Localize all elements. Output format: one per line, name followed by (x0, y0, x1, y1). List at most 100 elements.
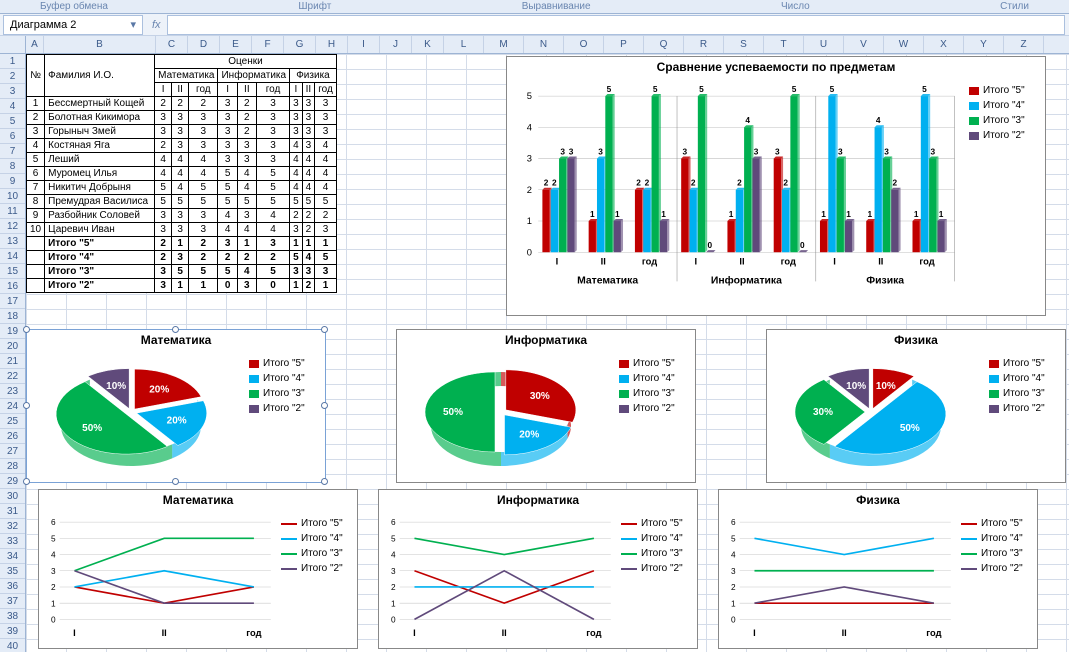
grade-cell[interactable]: 4 (218, 223, 237, 237)
grade-cell[interactable]: 3 (172, 223, 189, 237)
row-header[interactable]: 36 (0, 579, 25, 594)
selection-handle[interactable] (321, 326, 328, 333)
total-value-cell[interactable]: 3 (315, 265, 337, 279)
grade-cell[interactable]: 3 (302, 139, 315, 153)
grade-cell[interactable]: 4 (290, 167, 303, 181)
grade-cell[interactable]: 1 (27, 97, 45, 111)
selection-handle[interactable] (321, 478, 328, 485)
total-value-cell[interactable]: 0 (218, 279, 237, 293)
column-header[interactable]: H (316, 36, 348, 53)
grade-cell[interactable]: 3 (237, 139, 256, 153)
total-value-cell[interactable]: 1 (237, 237, 256, 251)
row-header[interactable]: 30 (0, 489, 25, 504)
grade-cell[interactable]: 3 (290, 223, 303, 237)
total-value-cell[interactable]: 1 (172, 279, 189, 293)
row-header[interactable]: 7 (0, 144, 25, 159)
grade-cell[interactable]: 2 (155, 97, 172, 111)
grade-cell[interactable]: 2 (302, 209, 315, 223)
column-header[interactable]: I (348, 36, 380, 53)
column-header[interactable]: N (524, 36, 564, 53)
grade-cell[interactable]: 3 (155, 209, 172, 223)
row-header[interactable]: 24 (0, 399, 25, 414)
row-header[interactable]: 34 (0, 549, 25, 564)
grade-cell[interactable]: 2 (155, 139, 172, 153)
total-label-cell[interactable]: Итого "2" (45, 279, 155, 293)
student-name-cell[interactable]: Никитич Добрыня (45, 181, 155, 195)
column-header[interactable]: D (188, 36, 220, 53)
grade-cell[interactable]: 7 (27, 181, 45, 195)
row-header[interactable]: 8 (0, 159, 25, 174)
grade-cell[interactable]: 3 (218, 125, 237, 139)
line-chart-physics[interactable]: Физика 0123456IIIгодИтого "5"Итого "4"Ит… (718, 489, 1038, 649)
row-header[interactable]: 18 (0, 309, 25, 324)
grade-cell[interactable]: 4 (302, 153, 315, 167)
row-header[interactable]: 5 (0, 114, 25, 129)
column-header[interactable]: X (924, 36, 964, 53)
grade-cell[interactable]: 8 (27, 195, 45, 209)
column-header[interactable]: J (380, 36, 412, 53)
row-header[interactable]: 17 (0, 294, 25, 309)
grade-cell[interactable]: 4 (302, 181, 315, 195)
total-value-cell[interactable]: 1 (315, 237, 337, 251)
column-header[interactable]: Z (1004, 36, 1044, 53)
column-header[interactable]: V (844, 36, 884, 53)
total-value-cell[interactable]: 2 (189, 251, 218, 265)
total-value-cell[interactable]: 5 (172, 265, 189, 279)
column-header[interactable]: Y (964, 36, 1004, 53)
total-value-cell[interactable]: 3 (172, 251, 189, 265)
grade-cell[interactable]: 3 (155, 125, 172, 139)
row-header[interactable]: 15 (0, 264, 25, 279)
grade-cell[interactable]: 3 (315, 97, 337, 111)
grade-cell[interactable]: 4 (256, 223, 289, 237)
grade-cell[interactable]: 4 (290, 181, 303, 195)
column-header[interactable]: R (684, 36, 724, 53)
name-box[interactable]: Диаграмма 2 ▾ (3, 15, 143, 35)
grade-cell[interactable]: 4 (256, 209, 289, 223)
selection-handle[interactable] (23, 326, 30, 333)
line-chart-cs[interactable]: Информатика 0123456IIIгодИтого "5"Итого … (378, 489, 698, 649)
grade-cell[interactable]: 4 (290, 153, 303, 167)
row-header[interactable]: 21 (0, 354, 25, 369)
chevron-down-icon[interactable]: ▾ (130, 18, 136, 31)
grade-cell[interactable]: 3 (172, 125, 189, 139)
column-header[interactable]: M (484, 36, 524, 53)
grade-cell[interactable]: 4 (189, 167, 218, 181)
student-name-cell[interactable]: Леший (45, 153, 155, 167)
total-value-cell[interactable]: 0 (256, 279, 289, 293)
grade-cell[interactable]: 3 (189, 111, 218, 125)
grade-cell[interactable]: 5 (256, 195, 289, 209)
total-value-cell[interactable]: 2 (256, 251, 289, 265)
grade-cell[interactable]: 3 (256, 111, 289, 125)
total-value-cell[interactable]: 2 (218, 251, 237, 265)
line-chart-math[interactable]: Математика 0123456IIIгодИтого "5"Итого "… (38, 489, 358, 649)
grade-cell[interactable]: 2 (237, 111, 256, 125)
total-value-cell[interactable]: 5 (315, 251, 337, 265)
total-value-cell[interactable]: 1 (302, 237, 315, 251)
grade-cell[interactable]: 3 (302, 125, 315, 139)
column-header[interactable]: O (564, 36, 604, 53)
row-header[interactable]: 6 (0, 129, 25, 144)
column-header[interactable]: F (252, 36, 284, 53)
column-header[interactable]: T (764, 36, 804, 53)
row-header[interactable]: 11 (0, 204, 25, 219)
column-header[interactable]: A (26, 36, 44, 53)
grade-cell[interactable]: 3 (315, 111, 337, 125)
grade-cell[interactable]: 3 (302, 97, 315, 111)
grade-cell[interactable]: 4 (315, 181, 337, 195)
grade-cell[interactable]: 4 (315, 153, 337, 167)
column-header[interactable]: Q (644, 36, 684, 53)
grade-cell[interactable]: 4 (237, 181, 256, 195)
total-value-cell[interactable]: 1 (315, 279, 337, 293)
column-header[interactable]: W (884, 36, 924, 53)
pie-chart-math[interactable]: Математика 20%20%50%10%Итого "5"Итого "4… (26, 329, 326, 483)
fx-icon[interactable]: fx (152, 19, 161, 31)
grade-cell[interactable]: 5 (315, 195, 337, 209)
column-header[interactable]: B (44, 36, 156, 53)
row-header[interactable]: 26 (0, 429, 25, 444)
grade-cell[interactable]: 4 (290, 139, 303, 153)
row-header[interactable]: 23 (0, 384, 25, 399)
grade-cell[interactable]: 3 (256, 153, 289, 167)
row-header[interactable]: 3 (0, 84, 25, 99)
total-value-cell[interactable]: 5 (256, 265, 289, 279)
total-value-cell[interactable]: 3 (218, 237, 237, 251)
